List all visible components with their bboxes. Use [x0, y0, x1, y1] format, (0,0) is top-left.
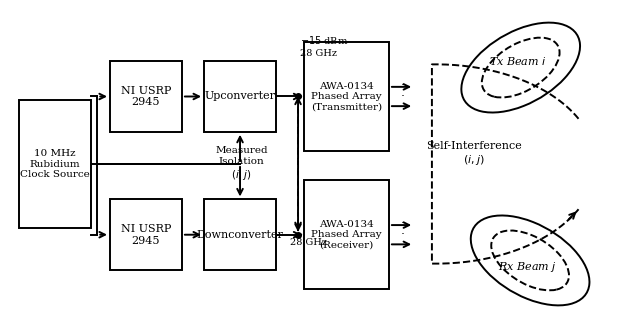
Text: Self-Interference
$(i,j)$: Self-Interference $(i,j)$ — [426, 141, 522, 167]
Text: ·
·
·: · · · — [401, 79, 404, 114]
Text: ·
·
·: · · · — [401, 217, 404, 252]
Text: Rx Beam $j$: Rx Beam $j$ — [497, 260, 556, 274]
FancyBboxPatch shape — [305, 180, 389, 289]
Text: AWA-0134
Phased Array
(Receiver): AWA-0134 Phased Array (Receiver) — [311, 220, 382, 250]
Text: Measured
Isolation
$(i,j)$: Measured Isolation $(i,j)$ — [215, 146, 268, 182]
FancyBboxPatch shape — [110, 199, 182, 270]
Text: 28 GHz: 28 GHz — [300, 49, 337, 58]
FancyBboxPatch shape — [110, 61, 182, 132]
Text: Tx Beam $i$: Tx Beam $i$ — [489, 55, 547, 67]
FancyBboxPatch shape — [19, 100, 91, 228]
Text: Upconverter: Upconverter — [205, 92, 276, 101]
Text: AWA-0134
Phased Array
(Transmitter): AWA-0134 Phased Array (Transmitter) — [311, 82, 382, 112]
Text: 28 GHz: 28 GHz — [290, 238, 327, 247]
Text: NI USRP
2945: NI USRP 2945 — [121, 86, 171, 107]
FancyBboxPatch shape — [305, 42, 389, 151]
Text: 10 MHz
Rubidium
Clock Source: 10 MHz Rubidium Clock Source — [20, 149, 90, 179]
FancyBboxPatch shape — [204, 199, 276, 270]
Text: NI USRP
2945: NI USRP 2945 — [121, 224, 171, 246]
Text: Downconverter: Downconverter — [196, 230, 284, 240]
FancyBboxPatch shape — [204, 61, 276, 132]
Text: $-15$ dBm: $-15$ dBm — [300, 34, 348, 46]
